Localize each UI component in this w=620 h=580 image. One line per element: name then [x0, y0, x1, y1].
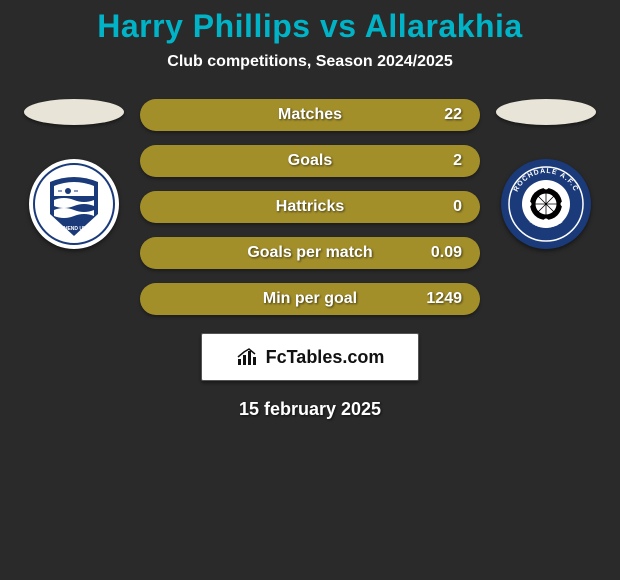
left-club-badge: SOUTHEND UNITED	[29, 159, 119, 249]
page-subtitle: Club competitions, Season 2024/2025	[0, 53, 620, 71]
brand-box[interactable]: FcTables.com	[201, 333, 419, 381]
stat-value: 22	[444, 106, 462, 124]
stat-bar-gpm: Goals per match 0.09	[140, 237, 480, 269]
stat-label: Matches	[278, 106, 342, 124]
right-player-column: ROCHDALE A.F.C THE DALE	[486, 99, 606, 249]
right-club-badge: ROCHDALE A.F.C THE DALE	[501, 159, 591, 249]
right-player-silhouette	[496, 99, 596, 125]
stat-value: 1249	[426, 290, 462, 308]
stat-label: Min per goal	[263, 290, 357, 308]
stat-label: Goals	[288, 152, 332, 170]
left-player-column: SOUTHEND UNITED	[14, 99, 134, 249]
stat-label: Goals per match	[247, 244, 372, 262]
southend-badge-icon: SOUTHEND UNITED	[32, 162, 116, 246]
brand-text: FcTables.com	[266, 347, 385, 368]
comparison-columns: SOUTHEND UNITED Matches 22 Goals 2 Hattr…	[0, 99, 620, 315]
stat-bar-matches: Matches 22	[140, 99, 480, 131]
rochdale-badge-icon: ROCHDALE A.F.C THE DALE	[501, 159, 591, 249]
stat-bar-hattricks: Hattricks 0	[140, 191, 480, 223]
stat-value: 2	[453, 152, 462, 170]
stat-value: 0.09	[431, 244, 462, 262]
page-title: Harry Phillips vs Allarakhia	[0, 0, 620, 45]
stat-label: Hattricks	[276, 198, 344, 216]
chart-icon	[236, 347, 260, 367]
date-text: 15 february 2025	[0, 399, 620, 420]
stat-bar-mpg: Min per goal 1249	[140, 283, 480, 315]
left-player-silhouette	[24, 99, 124, 125]
svg-text:SOUTHEND UNITED: SOUTHEND UNITED	[50, 226, 98, 232]
stat-bar-goals: Goals 2	[140, 145, 480, 177]
stat-bars: Matches 22 Goals 2 Hattricks 0 Goals per…	[134, 99, 486, 315]
stat-value: 0	[453, 198, 462, 216]
